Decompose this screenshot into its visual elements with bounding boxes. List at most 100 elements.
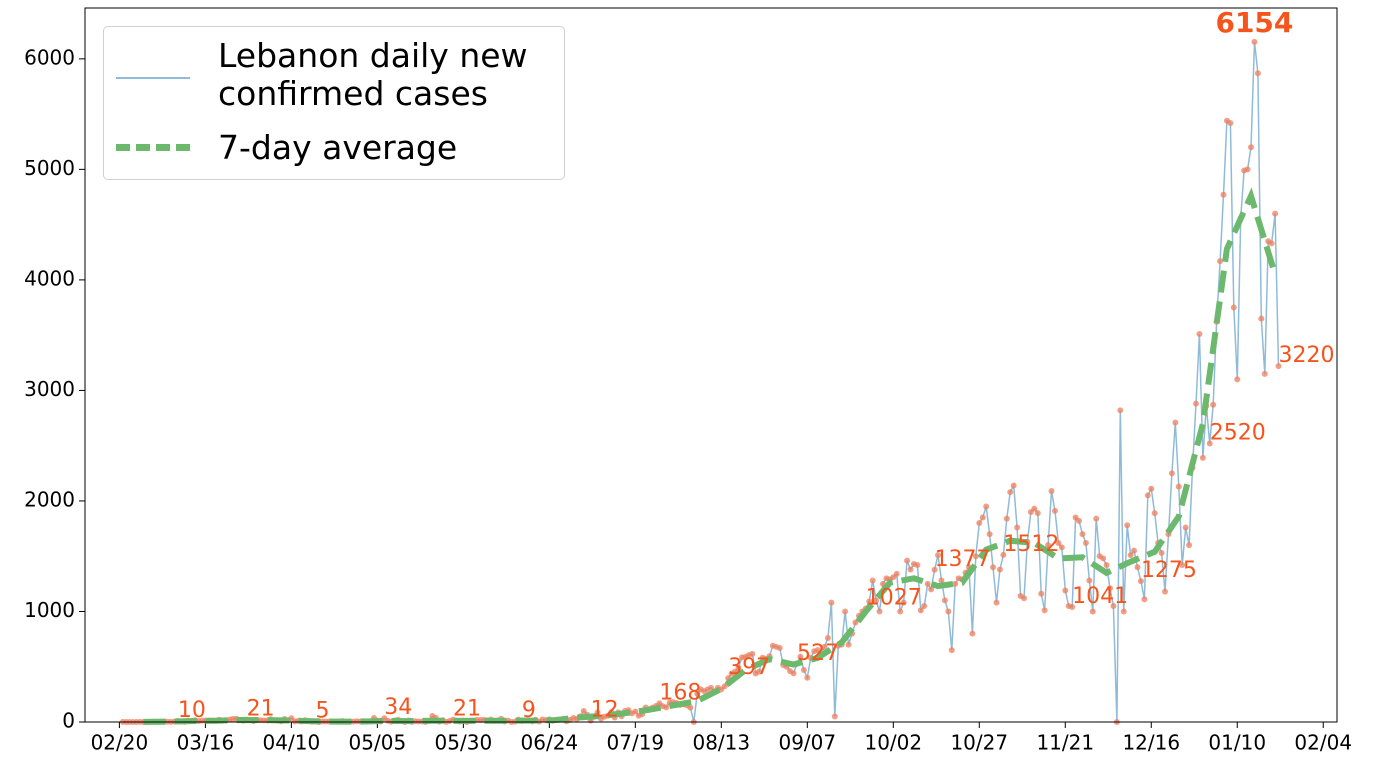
annotation: 21 — [453, 697, 481, 722]
daily-point — [869, 577, 876, 584]
daily-point — [876, 608, 883, 615]
daily-point — [1010, 482, 1017, 489]
daily-point — [1248, 144, 1255, 151]
daily-point — [831, 713, 838, 720]
y-tick-label: 3000 — [24, 377, 75, 401]
daily-point — [1045, 542, 1052, 549]
daily-point — [1031, 505, 1038, 512]
annotation: 5 — [315, 698, 329, 723]
daily-point — [897, 608, 904, 615]
legend: Lebanon daily new confirmed cases 7-day … — [103, 26, 565, 180]
daily-point — [1051, 507, 1058, 514]
daily-point — [1041, 607, 1048, 614]
daily-point — [914, 562, 921, 569]
daily-point — [821, 643, 828, 650]
x-tick-label: 05/05 — [349, 731, 407, 755]
daily-point — [969, 630, 976, 637]
daily-point — [1234, 376, 1241, 383]
daily-point — [1082, 539, 1089, 546]
daily-point — [1158, 549, 1165, 556]
daily-point — [1038, 590, 1045, 597]
daily-point — [1131, 547, 1138, 554]
daily-point — [1251, 38, 1258, 45]
y-tick-label: 4000 — [24, 266, 75, 290]
daily-point — [721, 683, 728, 690]
daily-point — [814, 647, 821, 654]
daily-point — [1120, 608, 1127, 615]
y-tick-label: 0 — [62, 709, 75, 733]
x-tick-label: 11/21 — [1036, 731, 1094, 755]
daily-point — [1093, 515, 1100, 522]
annotation: 21 — [247, 697, 275, 722]
daily-point — [921, 602, 928, 609]
legend-dash-sample — [116, 144, 190, 151]
daily-point — [1175, 483, 1182, 490]
daily-point — [928, 586, 935, 593]
daily-point — [845, 641, 852, 648]
daily-point — [924, 580, 931, 587]
daily-point — [1034, 510, 1041, 517]
daily-point — [990, 564, 997, 571]
x-tick-label: 07/19 — [607, 731, 665, 755]
daily-point — [800, 667, 807, 674]
x-tick-label: 10/27 — [950, 731, 1008, 755]
daily-point — [1230, 304, 1237, 311]
daily-point — [663, 704, 670, 711]
daily-point — [732, 668, 739, 675]
daily-point — [1124, 522, 1131, 529]
daily-point — [945, 608, 952, 615]
y-tick-label: 2000 — [24, 487, 75, 511]
daily-point — [1048, 488, 1055, 494]
daily-point — [1100, 555, 1107, 562]
x-tick-label: 03/16 — [177, 731, 235, 755]
x-tick-label: 02/04 — [1294, 731, 1352, 755]
daily-point — [983, 503, 990, 510]
daily-point — [756, 668, 763, 675]
annotation: 1027 — [866, 585, 922, 610]
daily-point — [948, 647, 955, 654]
daily-point — [1244, 166, 1251, 173]
x-tick-label: 10/02 — [864, 731, 922, 755]
daily-point — [694, 690, 701, 697]
daily-point — [1217, 258, 1224, 265]
annotation: 1512 — [1003, 532, 1059, 557]
annotation: 10 — [178, 698, 206, 723]
daily-point — [1275, 363, 1282, 370]
daily-point — [687, 704, 694, 711]
daily-point — [1007, 489, 1014, 496]
daily-point — [1000, 551, 1007, 558]
daily-point — [842, 608, 849, 615]
x-tick-label: 05/30 — [435, 731, 493, 755]
daily-point — [1196, 331, 1203, 338]
daily-point — [1079, 531, 1086, 538]
annotation: 168 — [659, 680, 701, 705]
daily-point — [852, 619, 859, 626]
daily-point — [749, 650, 756, 657]
annotation: 34 — [384, 695, 412, 720]
annotation: 12 — [591, 698, 619, 723]
daily-point — [1021, 595, 1027, 602]
annotation: 527 — [797, 641, 839, 666]
daily-point — [893, 570, 900, 577]
daily-point — [993, 599, 1000, 606]
annotation: 9 — [522, 698, 536, 723]
daily-point — [979, 514, 986, 521]
daily-point — [935, 552, 942, 559]
daily-point — [1103, 562, 1110, 569]
x-tick-label: 06/24 — [521, 731, 579, 755]
daily-point — [1144, 492, 1151, 499]
daily-point — [1227, 119, 1234, 126]
daily-point — [790, 670, 797, 677]
daily-point — [1127, 552, 1134, 559]
daily-point — [1003, 515, 1010, 522]
daily-point — [907, 566, 914, 573]
x-tick-label: 01/10 — [1208, 731, 1266, 755]
daily-point — [1134, 564, 1141, 571]
daily-point — [976, 520, 983, 527]
daily-point — [804, 674, 811, 681]
daily-point — [1117, 407, 1124, 414]
x-tick-label: 08/13 — [692, 731, 750, 755]
average-line — [143, 187, 1278, 725]
daily-point — [1258, 315, 1265, 322]
daily-point — [735, 664, 742, 671]
